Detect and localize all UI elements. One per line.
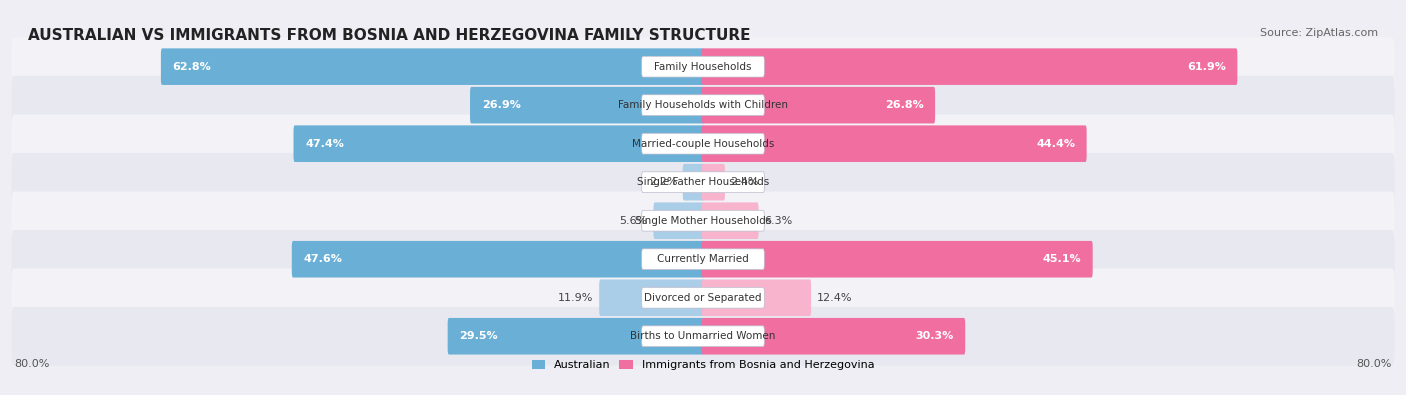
Text: 11.9%: 11.9%: [558, 293, 593, 303]
Text: 47.4%: 47.4%: [305, 139, 344, 149]
FancyBboxPatch shape: [702, 202, 759, 239]
FancyBboxPatch shape: [641, 56, 765, 77]
Text: 26.8%: 26.8%: [884, 100, 924, 110]
FancyBboxPatch shape: [702, 279, 811, 316]
Text: 80.0%: 80.0%: [1357, 359, 1392, 369]
FancyBboxPatch shape: [641, 210, 765, 231]
FancyBboxPatch shape: [292, 241, 704, 278]
Text: Currently Married: Currently Married: [657, 254, 749, 264]
Text: 6.3%: 6.3%: [763, 216, 793, 226]
Text: 12.4%: 12.4%: [817, 293, 852, 303]
FancyBboxPatch shape: [11, 115, 1395, 173]
FancyBboxPatch shape: [470, 87, 704, 124]
Text: 44.4%: 44.4%: [1036, 139, 1076, 149]
FancyBboxPatch shape: [160, 48, 704, 85]
Text: 45.1%: 45.1%: [1042, 254, 1081, 264]
Text: 29.5%: 29.5%: [460, 331, 498, 341]
FancyBboxPatch shape: [447, 318, 704, 355]
FancyBboxPatch shape: [11, 76, 1395, 134]
FancyBboxPatch shape: [641, 95, 765, 116]
Text: Divorced or Separated: Divorced or Separated: [644, 293, 762, 303]
FancyBboxPatch shape: [702, 318, 966, 355]
FancyBboxPatch shape: [11, 307, 1395, 365]
FancyBboxPatch shape: [702, 87, 935, 124]
Text: 5.6%: 5.6%: [620, 216, 648, 226]
FancyBboxPatch shape: [11, 192, 1395, 250]
Text: Family Households with Children: Family Households with Children: [619, 100, 787, 110]
Text: Single Father Households: Single Father Households: [637, 177, 769, 187]
Text: AUSTRALIAN VS IMMIGRANTS FROM BOSNIA AND HERZEGOVINA FAMILY STRUCTURE: AUSTRALIAN VS IMMIGRANTS FROM BOSNIA AND…: [28, 28, 751, 43]
Text: Births to Unmarried Women: Births to Unmarried Women: [630, 331, 776, 341]
Text: 62.8%: 62.8%: [173, 62, 211, 71]
Text: Single Mother Households: Single Mother Households: [636, 216, 770, 226]
FancyBboxPatch shape: [11, 38, 1395, 96]
Text: 2.2%: 2.2%: [648, 177, 678, 187]
FancyBboxPatch shape: [683, 164, 704, 201]
Text: 61.9%: 61.9%: [1187, 62, 1226, 71]
Text: Married-couple Households: Married-couple Households: [631, 139, 775, 149]
FancyBboxPatch shape: [11, 230, 1395, 288]
FancyBboxPatch shape: [11, 269, 1395, 327]
Text: 30.3%: 30.3%: [915, 331, 953, 341]
Text: 47.6%: 47.6%: [304, 254, 342, 264]
Text: Source: ZipAtlas.com: Source: ZipAtlas.com: [1260, 28, 1378, 38]
FancyBboxPatch shape: [599, 279, 704, 316]
FancyBboxPatch shape: [702, 48, 1237, 85]
FancyBboxPatch shape: [702, 164, 725, 201]
FancyBboxPatch shape: [641, 249, 765, 270]
Legend: Australian, Immigrants from Bosnia and Herzegovina: Australian, Immigrants from Bosnia and H…: [527, 355, 879, 374]
FancyBboxPatch shape: [294, 125, 704, 162]
Text: Family Households: Family Households: [654, 62, 752, 71]
FancyBboxPatch shape: [641, 172, 765, 193]
Text: 80.0%: 80.0%: [14, 359, 49, 369]
Text: 26.9%: 26.9%: [482, 100, 520, 110]
FancyBboxPatch shape: [641, 133, 765, 154]
FancyBboxPatch shape: [641, 287, 765, 308]
Text: 2.4%: 2.4%: [731, 177, 759, 187]
FancyBboxPatch shape: [11, 153, 1395, 211]
FancyBboxPatch shape: [641, 326, 765, 347]
FancyBboxPatch shape: [654, 202, 704, 239]
FancyBboxPatch shape: [702, 241, 1092, 278]
FancyBboxPatch shape: [702, 125, 1087, 162]
